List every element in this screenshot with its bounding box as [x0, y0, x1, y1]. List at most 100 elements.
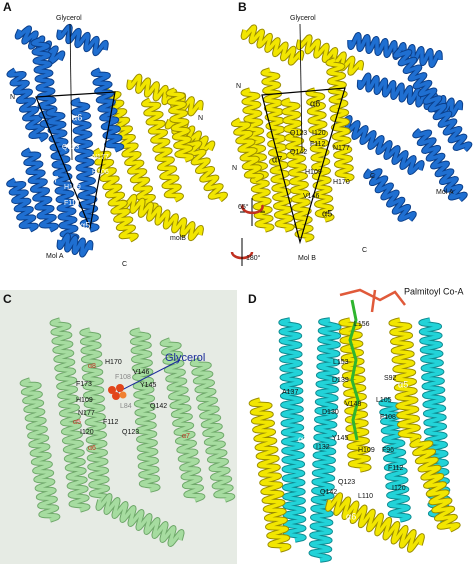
label: H170	[105, 359, 122, 366]
label: α6	[72, 112, 82, 122]
label: L105	[376, 397, 392, 404]
helix	[160, 338, 205, 502]
label: Y145	[140, 382, 156, 389]
helix	[281, 98, 314, 242]
label: Q142	[320, 489, 337, 496]
pointer	[69, 23, 73, 161]
helix	[348, 32, 442, 68]
label: F96	[382, 447, 394, 454]
label: Q142	[290, 149, 307, 156]
label: α6	[346, 511, 356, 521]
helix	[309, 318, 341, 562]
label: F108	[380, 414, 396, 421]
panel-label: B	[238, 0, 247, 14]
label: 180°	[246, 254, 261, 262]
label: Q123	[62, 144, 79, 151]
helix	[231, 118, 264, 182]
label: I132	[316, 444, 330, 451]
label: L156	[354, 321, 370, 328]
triangle	[261, 87, 346, 245]
label: I120	[80, 429, 94, 436]
label: α8	[88, 363, 96, 370]
label: α7	[48, 174, 58, 184]
helix	[130, 328, 160, 492]
label: L84	[120, 403, 132, 410]
label: H109	[358, 447, 375, 454]
label: F112	[388, 465, 404, 472]
structures	[6, 23, 473, 563]
helix	[127, 74, 203, 116]
label: H170	[333, 179, 350, 186]
label: C	[370, 173, 375, 180]
label: Glycerol	[290, 15, 316, 22]
helix	[20, 378, 60, 522]
label: S92	[384, 375, 397, 382]
label: α5	[322, 208, 332, 218]
panel-label: A	[3, 0, 12, 14]
helix	[410, 438, 460, 532]
label: C	[122, 261, 127, 268]
label: Glycerol	[165, 352, 205, 364]
helix	[91, 68, 124, 152]
label: Q123	[290, 130, 307, 137]
label: C	[362, 247, 367, 254]
pointer	[299, 23, 303, 151]
helix	[241, 25, 304, 65]
helix	[326, 58, 354, 182]
label: N177	[78, 410, 95, 417]
label: N	[236, 83, 241, 90]
helix	[306, 88, 334, 222]
helix	[190, 358, 235, 502]
label: α7	[182, 433, 190, 440]
helix	[22, 148, 58, 232]
label: N177	[333, 145, 350, 152]
label: α7	[272, 154, 282, 164]
label: D130	[322, 409, 339, 416]
label: Q142	[150, 403, 167, 410]
helix	[326, 493, 424, 552]
label: α5	[398, 379, 408, 389]
label: L110	[358, 493, 373, 500]
label: 65°	[238, 203, 249, 211]
label: Y145	[332, 435, 348, 442]
helix	[336, 116, 424, 174]
helix	[279, 318, 306, 542]
helix	[261, 68, 294, 232]
helix	[46, 108, 79, 242]
helix	[364, 168, 416, 222]
label: α5	[80, 220, 90, 230]
helix	[166, 88, 194, 162]
label: α6	[88, 445, 96, 452]
label: F108	[115, 374, 131, 381]
helix	[96, 494, 184, 546]
helix	[57, 233, 93, 257]
label: Q123	[122, 429, 139, 436]
helix	[7, 178, 38, 232]
label: Mol A	[436, 189, 454, 196]
helix	[296, 35, 364, 75]
panel-label: C	[3, 292, 12, 306]
label: Glycerol	[56, 15, 82, 22]
helix	[122, 194, 203, 241]
helix	[80, 328, 110, 502]
label: Mol A	[46, 253, 64, 260]
label: α6	[310, 98, 320, 108]
label: Mol B	[298, 255, 316, 262]
label: A137	[282, 389, 298, 396]
label: F112	[103, 419, 119, 426]
label: H106	[92, 169, 109, 176]
label: F112	[64, 200, 80, 207]
label: N177	[92, 154, 109, 161]
panel-label: D	[248, 292, 257, 306]
label: V146	[303, 193, 319, 200]
label: H109	[76, 397, 93, 404]
label: L153	[333, 359, 349, 366]
glycerol-spheres	[108, 384, 127, 400]
label: H109	[305, 169, 322, 176]
label: F173	[76, 381, 92, 388]
label: N	[232, 165, 237, 172]
helix	[249, 398, 291, 552]
helix	[389, 318, 421, 442]
rotation-icon	[241, 204, 264, 215]
